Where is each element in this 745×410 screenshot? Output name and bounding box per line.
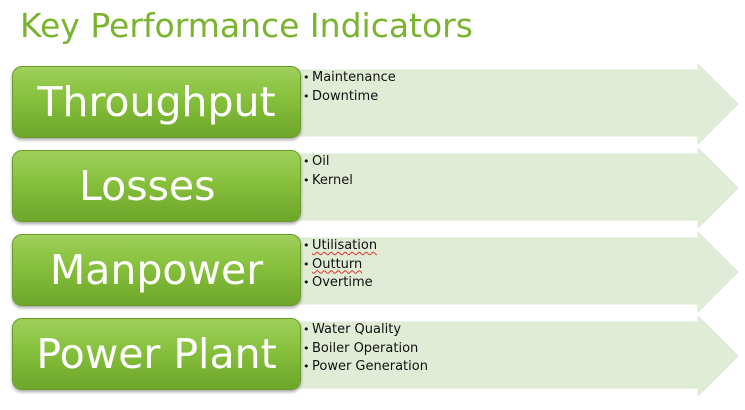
kpi-box: Manpower — [12, 234, 301, 306]
spellcheck-text: Outturn — [312, 256, 363, 272]
arrow-shape — [230, 148, 740, 228]
list-item: Outturn — [303, 256, 377, 275]
kpi-bullet-list: Oil Kernel — [303, 153, 353, 190]
list-item: Boiler Operation — [303, 340, 428, 359]
kpi-row-power-plant: Power Plant Water Quality Boiler Operati… — [0, 316, 745, 396]
spellcheck-text: Utilisation — [312, 238, 378, 253]
list-item: Maintenance — [303, 69, 396, 88]
kpi-row-manpower: Manpower Utilisation Outturn Overtime — [0, 232, 745, 312]
kpi-box: Losses — [12, 150, 301, 222]
kpi-bullet-list: Water Quality Boiler Operation Power Gen… — [303, 321, 428, 377]
kpi-label: Throughput — [37, 78, 276, 126]
kpi-label: Power Plant — [36, 330, 277, 378]
list-item: Downtime — [303, 88, 396, 107]
page-title: Key Performance Indicators — [20, 6, 473, 45]
kpi-row-throughput: Throughput Maintenance Downtime — [0, 64, 745, 144]
list-item: Water Quality — [303, 321, 428, 340]
kpi-label: Losses — [79, 162, 216, 210]
kpi-bullet-list: Maintenance Downtime — [303, 69, 396, 106]
kpi-label: Manpower — [49, 246, 264, 294]
kpi-row-losses: Losses Oil Kernel — [0, 148, 745, 228]
list-item: Oil — [303, 153, 353, 172]
list-item: Overtime — [303, 274, 377, 293]
kpi-box: Throughput — [12, 66, 301, 138]
list-item: Kernel — [303, 172, 353, 191]
kpi-box: Power Plant — [12, 318, 301, 390]
list-item: Utilisation — [303, 237, 377, 256]
kpi-bullet-list: Utilisation Outturn Overtime — [303, 237, 377, 293]
list-item: Power Generation — [303, 358, 428, 377]
